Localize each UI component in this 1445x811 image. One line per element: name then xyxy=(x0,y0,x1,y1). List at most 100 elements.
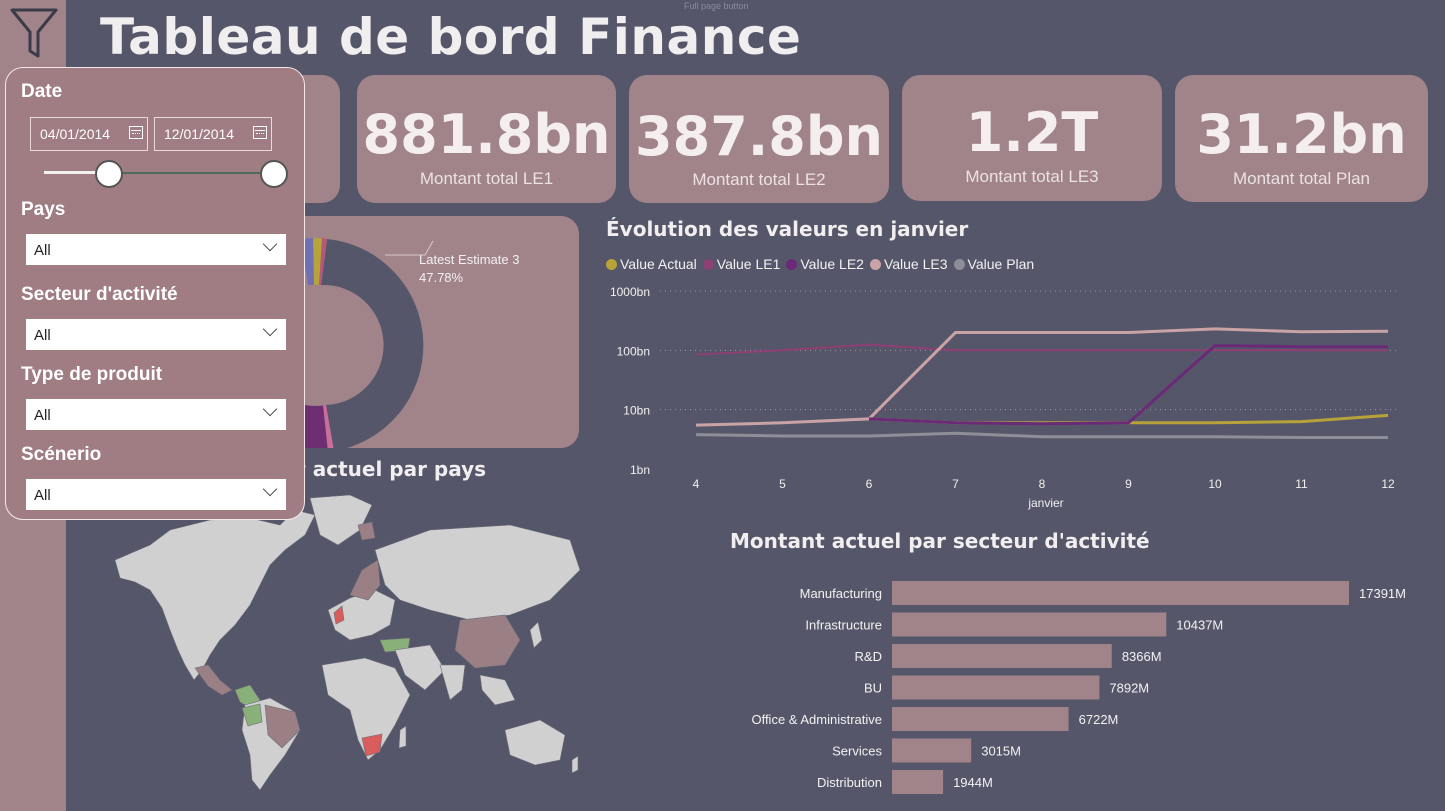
map-region-russia[interactable] xyxy=(374,524,581,621)
bar-value-label: 10437M xyxy=(1176,618,1223,633)
chevron-down-icon[interactable] xyxy=(262,401,278,417)
x-tick-label: 10 xyxy=(1208,477,1222,491)
donut-label-name: Latest Estimate 3 xyxy=(419,252,519,267)
map-region-india[interactable] xyxy=(439,664,466,701)
legend-item[interactable]: Value LE3 xyxy=(869,256,948,272)
legend-item[interactable]: Value Actual xyxy=(606,256,697,272)
bar-category-label: Services xyxy=(832,744,882,759)
x-tick-label: 6 xyxy=(866,477,873,491)
map-region-iceland[interactable] xyxy=(357,521,376,541)
map-region-australia[interactable] xyxy=(504,719,566,766)
chevron-down-icon[interactable] xyxy=(262,236,278,252)
page-title: Tableau de bord Finance xyxy=(100,8,802,66)
bar-category-label: Distribution xyxy=(817,775,882,790)
bar-value-label: 17391M xyxy=(1359,586,1406,601)
chevron-down-icon[interactable] xyxy=(262,321,278,337)
line-series-value-le3[interactable] xyxy=(695,327,1389,427)
date-filter-label: Date xyxy=(21,81,63,102)
bar-category-label: Infrastructure xyxy=(805,618,882,633)
secteur-filter-label: Secteur d'activité xyxy=(21,284,178,305)
y-tick-label: 100bn xyxy=(617,344,650,358)
legend-item[interactable]: Value Plan xyxy=(953,256,1034,272)
kpi-label: Montant total Plan xyxy=(1232,169,1371,188)
type-filter-label: Type de produit xyxy=(21,364,163,385)
chevron-down-icon[interactable] xyxy=(262,481,278,497)
map-region-north-america[interactable] xyxy=(114,509,316,681)
scenario-dropdown[interactable]: All xyxy=(26,479,286,510)
pays-dropdown[interactable]: All xyxy=(26,234,286,265)
line-chart[interactable]: 1000bn 100bn 10bn 1bn 4 5 6 7 8 9 10 11 12 janvier xyxy=(600,280,1420,515)
line-series-value-plan[interactable] xyxy=(695,431,1388,439)
donut-chart: Latest Estimate 3 47.78% xyxy=(260,226,519,448)
date-slider-track[interactable] xyxy=(44,172,274,174)
map-region-brazil[interactable] xyxy=(264,704,301,749)
kpi-card-le1[interactable]: 881.8bn Montant total LE1 xyxy=(357,75,616,203)
map-region-colombia[interactable] xyxy=(241,703,263,727)
date-start-input[interactable]: 04/01/2014 xyxy=(30,117,148,151)
kpi-label: Montant total LE3 xyxy=(965,167,1099,186)
line-chart-legend: Value Actual Value LE1 Value LE2 Value L… xyxy=(606,256,1034,272)
map-region-mexico[interactable] xyxy=(194,664,233,696)
type-dropdown[interactable]: All xyxy=(26,399,286,430)
bar-chart[interactable]: Manufacturing 17391M Infrastructure 10437M R… xyxy=(700,570,1430,805)
world-map[interactable] xyxy=(110,490,585,795)
donut-slice-le1[interactable] xyxy=(323,405,334,448)
legend-item[interactable]: Value LE2 xyxy=(786,256,864,272)
bar[interactable] xyxy=(892,612,1167,637)
filter-panel: Date 04/01/2014 12/01/2014 Pays All Sect… xyxy=(5,67,305,520)
map-region-scandinavia[interactable] xyxy=(349,559,381,601)
x-tick-label: 12 xyxy=(1381,477,1395,491)
map-region-southeast-asia[interactable] xyxy=(479,674,516,706)
filter-icon[interactable] xyxy=(8,6,60,58)
donut-chart-card[interactable]: Latest Estimate 3 47.78% xyxy=(260,216,579,448)
legend-dot xyxy=(606,258,617,270)
legend-dot xyxy=(786,258,798,270)
line-series-value-le1[interactable] xyxy=(695,343,1388,356)
line-chart-title: Évolution des valeurs en janvier xyxy=(606,217,969,241)
kpi-label: Montant total LE2 xyxy=(692,170,826,189)
legend-item[interactable]: Value LE1 xyxy=(702,256,780,272)
map-region-madagascar[interactable] xyxy=(398,725,407,749)
date-end-value: 12/01/2014 xyxy=(164,126,235,142)
date-slider-end-handle[interactable] xyxy=(260,160,288,188)
bar[interactable] xyxy=(892,738,972,763)
date-end-input[interactable]: 12/01/2014 xyxy=(154,117,272,151)
map-region-new-zealand[interactable] xyxy=(571,755,579,774)
donut-slice-le2[interactable] xyxy=(295,405,334,448)
y-tick-label: 1bn xyxy=(630,463,650,477)
date-slider-start-handle[interactable] xyxy=(95,160,123,188)
date-start-value: 04/01/2014 xyxy=(40,126,111,142)
pays-filter-label: Pays xyxy=(21,199,66,220)
bar-category-label: R&D xyxy=(855,649,882,664)
kpi-card-le3[interactable]: 1.2T Montant total LE3 xyxy=(902,75,1162,201)
legend-dot xyxy=(702,258,714,270)
calendar-icon[interactable] xyxy=(253,126,267,139)
kpi-value: 31.2bn xyxy=(1196,103,1407,166)
map-region-china[interactable] xyxy=(454,614,521,669)
date-slider-fill xyxy=(44,171,109,174)
bar-value-label: 1944M xyxy=(953,775,993,790)
map-region-uk[interactable] xyxy=(333,605,345,625)
bar[interactable] xyxy=(892,770,944,794)
scenario-filter-label: Scénerio xyxy=(21,444,102,465)
x-tick-label: 8 xyxy=(1039,477,1046,491)
map-region-south-africa[interactable] xyxy=(361,733,383,757)
calendar-icon[interactable] xyxy=(129,126,143,139)
kpi-card-plan[interactable]: 31.2bn Montant total Plan xyxy=(1175,75,1428,202)
kpi-card-le2[interactable]: 387.8bn Montant total LE2 xyxy=(629,75,889,203)
map-region-japan[interactable] xyxy=(529,621,543,649)
y-tick-label: 10bn xyxy=(623,404,650,418)
x-axis-label: janvier xyxy=(1027,496,1063,510)
map-region-middle-east[interactable] xyxy=(394,644,446,691)
donut-slice-le1-top[interactable] xyxy=(319,238,327,285)
full-page-tooltip: Full page button xyxy=(684,1,749,11)
secteur-dropdown[interactable]: All xyxy=(26,319,286,350)
pays-dropdown-value: All xyxy=(34,242,51,259)
bar[interactable] xyxy=(892,707,1069,731)
bar[interactable] xyxy=(892,675,1100,700)
map-title: nt actuel par pays xyxy=(282,457,487,481)
donut-slice-le3[interactable] xyxy=(321,239,424,448)
bar[interactable] xyxy=(892,644,1112,668)
bar[interactable] xyxy=(892,581,1349,605)
line-series-value-le2[interactable] xyxy=(868,344,1388,426)
